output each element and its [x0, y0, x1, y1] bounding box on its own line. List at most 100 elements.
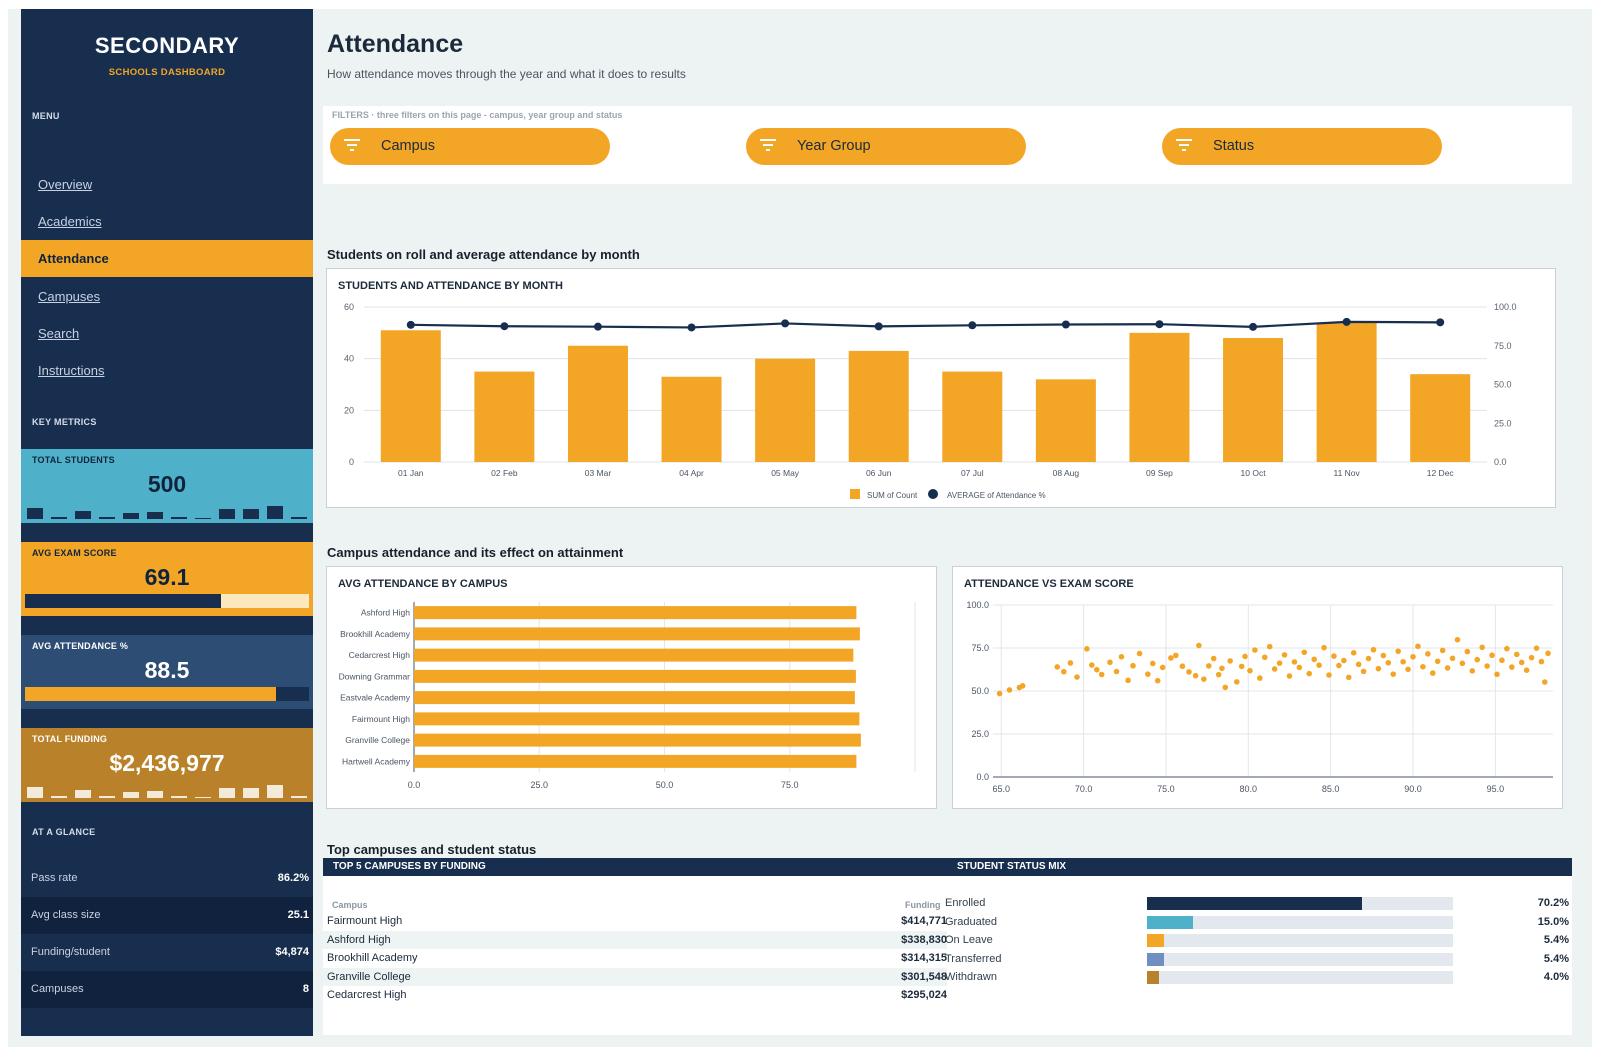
col-header-campus: Campus: [332, 900, 368, 910]
scatter-point: [1296, 664, 1303, 671]
filter-status[interactable]: Status: [1162, 128, 1442, 165]
scatter-point: [1504, 645, 1510, 652]
glance-label: Avg class size: [31, 909, 101, 921]
scatter-point: [1449, 655, 1456, 662]
status-value: 5.4%: [1543, 934, 1569, 946]
filter-year-group[interactable]: Year Group: [746, 128, 1026, 165]
bar: [474, 371, 535, 462]
scatter-point: [1541, 679, 1548, 685]
exam-progress-bar: [25, 594, 309, 608]
scatter-point: [1219, 665, 1225, 672]
nav-attendance[interactable]: Attendance: [21, 240, 313, 277]
table-row[interactable]: Granville College $301,548: [323, 967, 947, 986]
campus-name: Fairmount High: [327, 915, 403, 927]
status-row-on-leave: On Leave 5.4%: [945, 931, 1572, 950]
scatter-point: [1113, 668, 1120, 675]
table-row[interactable]: Cedarcrest High $295,024: [323, 986, 947, 1005]
scatter-point: [1054, 664, 1061, 670]
nav-academics[interactable]: Academics: [38, 214, 102, 229]
metric-label: TOTAL STUDENTS: [32, 455, 115, 465]
scatter-point: [1252, 647, 1258, 653]
filter-campus[interactable]: Campus: [330, 128, 610, 165]
y2-tick-label: 50.0: [1494, 380, 1512, 390]
scatter-point: [1107, 659, 1113, 666]
scatter-point: [1489, 652, 1495, 659]
filter-icon: [760, 139, 776, 153]
at-a-glance-label: AT A GLANCE: [32, 827, 96, 837]
scatter-point: [1125, 677, 1131, 684]
series-line: [410, 320, 1441, 329]
y-tick-label: Eastvale Academy: [340, 693, 411, 703]
table-row[interactable]: Ashford High $338,830: [323, 930, 947, 949]
status-label: Enrolled: [945, 897, 986, 909]
metric-label: AVG ATTENDANCE %: [32, 641, 129, 651]
glance-value: 86.2%: [277, 872, 309, 884]
status-mix-header: STUDENT STATUS MIX: [957, 861, 1067, 872]
x-tick-label: 0.0: [408, 780, 421, 790]
nav-search[interactable]: Search: [38, 326, 80, 341]
filter-icon: [344, 139, 360, 153]
x-tick-label: 70.0: [1075, 784, 1093, 794]
y2-tick-label: 100.0: [1494, 302, 1517, 312]
scatter-point: [1136, 650, 1143, 657]
scatter-point: [1271, 666, 1278, 672]
metric-label: AVG EXAM SCORE: [32, 548, 117, 558]
scatter-point: [1513, 651, 1520, 658]
y-tick-label: Granville College: [345, 735, 410, 745]
x-tick-label: 65.0: [992, 784, 1010, 794]
line-point: [1436, 318, 1445, 327]
y-tick-label: 40: [344, 354, 354, 364]
campus-chart-card: AVG ATTENDANCE BY CAMPUS 0.0 25.0 50.0 75.0…: [326, 566, 937, 809]
x-tick-label: 04 Apr: [679, 468, 704, 478]
line-point: [1061, 320, 1070, 329]
scatter-point: [1439, 647, 1446, 654]
menu-label: MENU: [32, 111, 60, 121]
bottom-header-bar: TOP 5 CAMPUSES BY FUNDING STUDENT STATUS…: [323, 858, 1572, 876]
y-tick-label: Ashford High: [361, 608, 410, 618]
bar: [1035, 379, 1096, 462]
status-value: 5.4%: [1543, 952, 1569, 965]
nav-campuses[interactable]: Campuses: [38, 289, 101, 304]
scatter-point: [1247, 667, 1253, 674]
filter-label: Status: [1213, 138, 1255, 154]
scatter-point: [1316, 662, 1322, 668]
scatter-point: [1528, 654, 1535, 661]
scatter-point: [1098, 671, 1105, 678]
attendance-progress-fill: [25, 687, 277, 701]
scatter-point: [1159, 664, 1166, 671]
scatter-point: [1192, 672, 1199, 679]
status-value: 4.0%: [1543, 971, 1569, 983]
scatter-point: [1089, 662, 1095, 668]
x-tick-label: 03 Mar: [585, 468, 612, 478]
scatter-point: [1538, 658, 1545, 665]
table-row[interactable]: Fairmount High $414,771: [323, 912, 947, 931]
scatter-point: [1227, 658, 1233, 664]
filter-label: Campus: [381, 138, 435, 154]
scatter-point: [1523, 667, 1530, 673]
scatter-point: [1261, 654, 1268, 661]
campus-funding: $314,315: [901, 952, 947, 964]
legend-swatch: [850, 489, 860, 499]
monthly-chart: 0 20 40 60 0.0 25.0 50.0 75.0 100.0 01 Jan 02 Feb 0…: [344, 302, 1517, 500]
scatter-point: [1494, 671, 1500, 678]
scatter-point: [1360, 668, 1367, 675]
metric-value: 500: [147, 471, 187, 497]
bar: [380, 330, 441, 462]
filter-label: Year Group: [797, 138, 871, 154]
students-sparkline: [27, 501, 307, 519]
bar: [414, 733, 861, 747]
scatter-point: [1533, 645, 1540, 651]
funding-sparkline: [27, 780, 307, 798]
key-metrics-label: KEY METRICS: [32, 417, 97, 427]
x-tick-label: 95.0: [1487, 784, 1505, 794]
status-bar-fill: [1147, 971, 1160, 984]
table-row[interactable]: Brookhill Academy $314,315: [323, 949, 947, 968]
scatter-point: [1215, 671, 1222, 678]
scatter-point: [1499, 657, 1505, 664]
scatter-point: [1400, 658, 1406, 665]
nav-instructions[interactable]: Instructions: [38, 363, 105, 378]
nav-overview[interactable]: Overview: [38, 177, 93, 192]
bar: [942, 371, 1003, 462]
scatter-point: [1149, 660, 1156, 667]
x-tick-label: 80.0: [1240, 784, 1258, 794]
